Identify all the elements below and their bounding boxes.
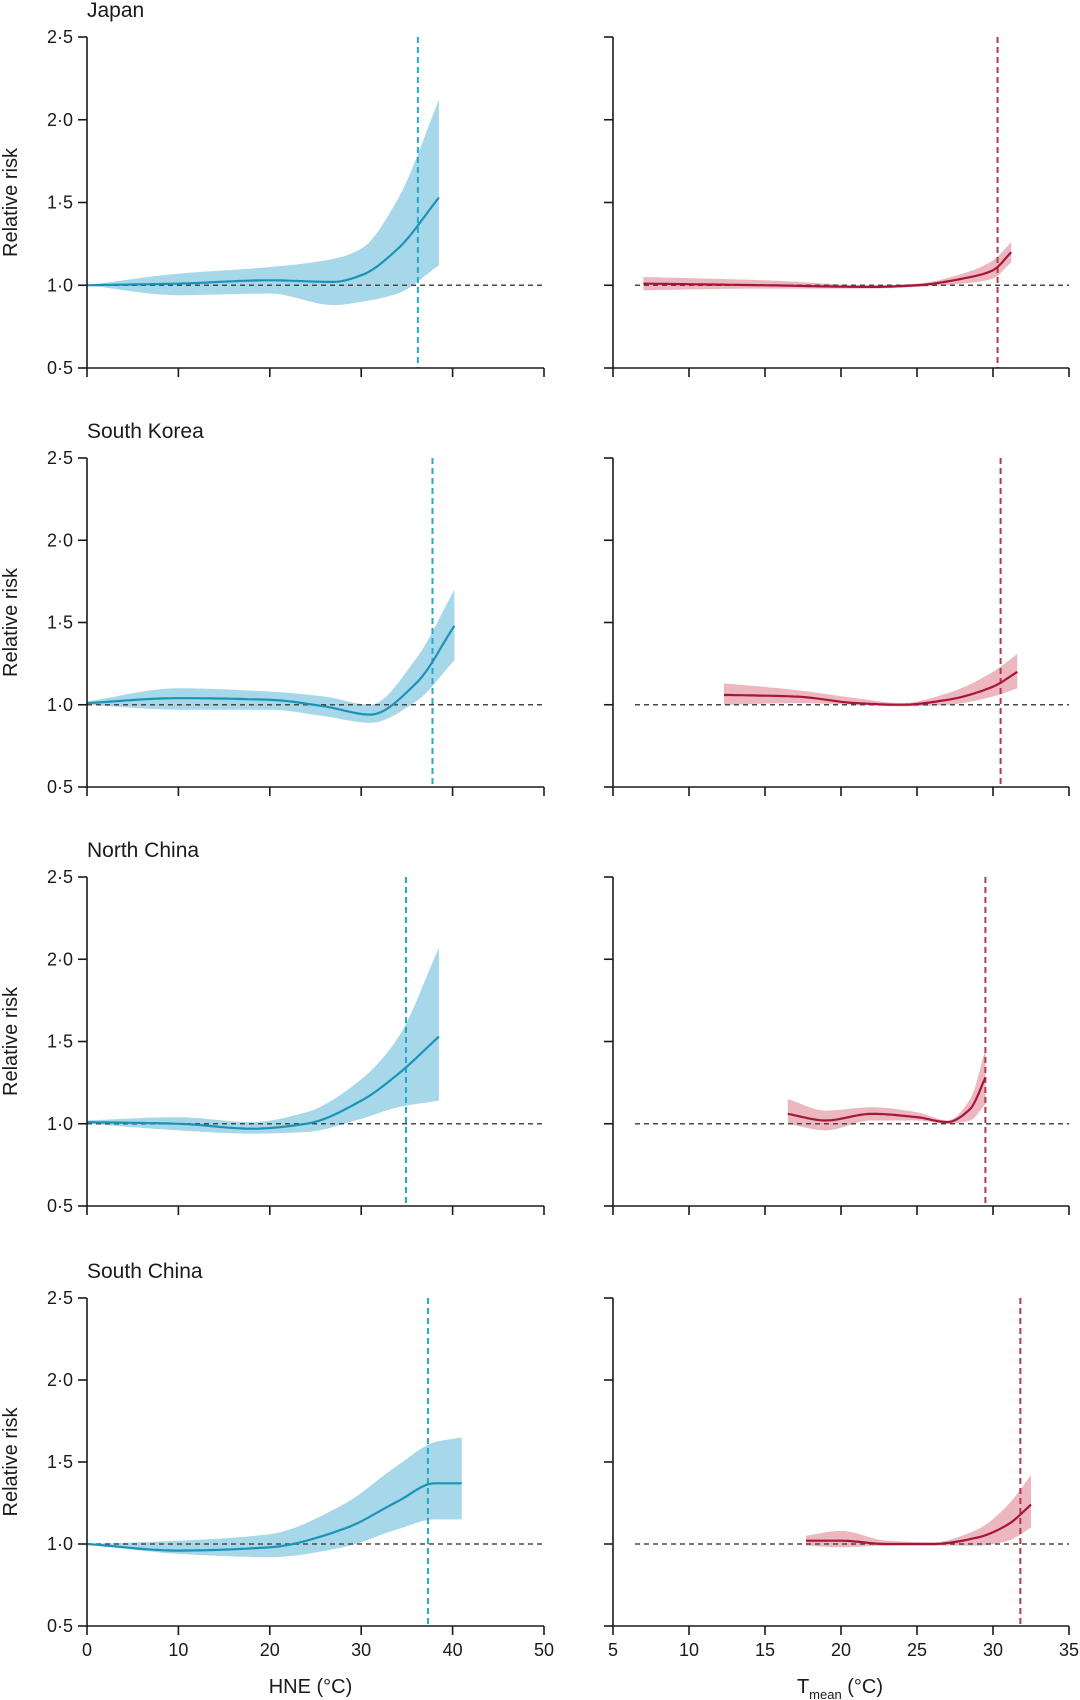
x-tick-label: 10	[679, 1640, 699, 1660]
y-tick-label: 1·0	[47, 1534, 73, 1554]
x-tick-label: 30	[983, 1640, 1003, 1660]
panel-title: North China	[87, 839, 199, 862]
y-axis-label: Relative risk	[0, 567, 22, 677]
risk-curve	[643, 251, 1013, 288]
axis-lines	[86, 37, 544, 369]
panel-title: South China	[87, 1260, 203, 1283]
panel-japan-tmean	[604, 36, 1070, 377]
y-tick-label: 2·5	[47, 1288, 73, 1308]
y-tick-label: 0·5	[47, 777, 73, 797]
confidence-band	[87, 589, 455, 723]
axis-lines	[86, 458, 544, 788]
panel-south-china-tmean: 5 10 15 20 25 30 35	[604, 1297, 1079, 1660]
axis-lines	[86, 877, 544, 1207]
y-axis-label: Relative risk	[0, 986, 22, 1096]
risk-curve	[806, 1503, 1032, 1546]
y-tick-label: 2·0	[47, 949, 73, 969]
y-tick-label: 2·5	[47, 867, 73, 887]
y-tick-label: 1·0	[47, 275, 73, 295]
y-tick-label: 1·5	[47, 1032, 73, 1052]
axis-lines	[612, 1298, 1069, 1627]
risk-curve	[86, 1035, 440, 1130]
y-tick-label: 2·0	[47, 1370, 73, 1390]
confidence-band	[724, 653, 1018, 707]
risk-curve	[787, 1077, 987, 1124]
x-tick-label: 35	[1059, 1640, 1079, 1660]
x-tick-label: 25	[907, 1640, 927, 1660]
axis-lines	[612, 877, 1069, 1207]
x-tick-label: 30	[351, 1640, 371, 1660]
x-tick-label: 15	[755, 1640, 775, 1660]
y-tick-label: 1·0	[47, 1114, 73, 1134]
panel-south-china-hne: 0·5 1·0 1·5 2·0 2·5 0 10 20 30 40 50 South China Rel…	[0, 1260, 554, 1660]
confidence-band	[87, 947, 439, 1134]
axis-lines	[86, 1298, 544, 1627]
x-tick-label: 5	[608, 1640, 618, 1660]
panel-title: South Korea	[87, 420, 204, 443]
y-tick-label: 0·5	[47, 1196, 73, 1216]
risk-curve	[86, 196, 440, 287]
y-axis-label: Relative risk	[0, 1407, 22, 1517]
y-tick-label: 1·0	[47, 695, 73, 715]
y-tick-label: 1·5	[47, 193, 73, 213]
y-tick-label: 2·5	[47, 448, 73, 468]
confidence-band	[87, 99, 439, 306]
x-tick-label: 0	[82, 1640, 92, 1660]
x-tick-label: 50	[534, 1640, 554, 1660]
confidence-band	[787, 1049, 986, 1131]
panel-south-korea-tmean	[604, 457, 1070, 796]
risk-curve	[86, 1482, 462, 1552]
x-tick-label: 10	[168, 1640, 188, 1660]
y-tick-label: 2·0	[47, 110, 73, 130]
panel-north-china-tmean	[604, 876, 1070, 1215]
y-tick-label: 2·5	[47, 27, 73, 47]
confidence-band	[806, 1475, 1031, 1548]
panel-south-korea-hne: 0·5 1·0 1·5 2·0 2·5 South Korea Relative risk	[0, 420, 545, 797]
axis-lines	[612, 37, 1069, 369]
risk-curve	[86, 625, 456, 716]
x-tick-label: 40	[443, 1640, 463, 1660]
y-tick-label: 0·5	[47, 1616, 73, 1636]
y-tick-label: 1·5	[47, 1452, 73, 1472]
y-tick-label: 2·0	[47, 530, 73, 550]
panel-japan-hne: 0·5 1·0 1·5 2·0 2·5 Japan Relative risk	[0, 0, 545, 378]
x-axis-label-tmean: Tmean (°C)	[797, 1676, 883, 1700]
x-tick-label: 20	[831, 1640, 851, 1660]
y-axis-label: Relative risk	[0, 147, 22, 257]
x-axis-label-hne: HNE (°C)	[269, 1676, 353, 1698]
confidence-band	[87, 1437, 462, 1558]
panel-north-china-hne: 0·5 1·0 1·5 2·0 2·5 North China Relative risk	[0, 839, 545, 1216]
y-tick-label: 1·5	[47, 613, 73, 633]
confidence-band	[643, 242, 1012, 291]
x-tick-label: 20	[260, 1640, 280, 1660]
y-tick-label: 0·5	[47, 358, 73, 378]
panel-title: Japan	[87, 0, 144, 22]
risk-curve	[723, 670, 1018, 706]
